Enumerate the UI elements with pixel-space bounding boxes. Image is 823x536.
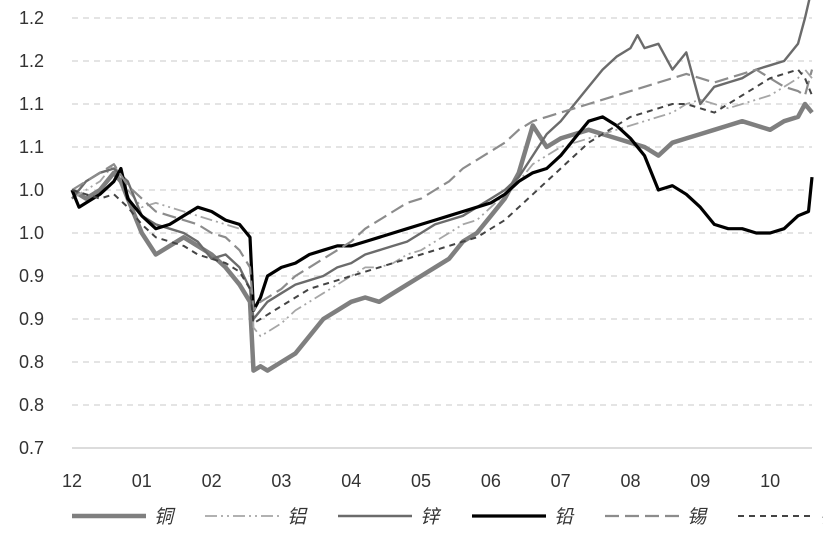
x-tick-label: 10	[760, 471, 780, 491]
y-tick-label: 1.2	[19, 8, 44, 28]
series-line-5	[71, 68, 814, 312]
legend-label-1: 铜	[154, 506, 176, 528]
y-tick-label: 0.9	[19, 266, 44, 286]
y-tick-label: 1.1	[19, 137, 44, 157]
legend-label-4: 铅	[554, 506, 575, 528]
y-tick-label: 1.0	[19, 223, 44, 243]
y-tick-label: 1.2	[19, 51, 44, 71]
x-axis-ticks: 12 01 02 03 04 05 06 07 08 09 10	[62, 471, 780, 491]
y-tick-label: 0.8	[19, 352, 44, 372]
x-tick-label: 06	[481, 471, 501, 491]
y-tick-label: 0.8	[19, 395, 44, 415]
x-tick-label: 12	[62, 471, 82, 491]
y-tick-label: 1.0	[19, 180, 44, 200]
y-tick-label: 1.1	[19, 94, 44, 114]
legend: 铜铝锌铅锡镍	[72, 506, 823, 528]
y-tick-label: 0.7	[19, 438, 44, 458]
legend-label-3: 锌	[420, 506, 442, 528]
x-tick-label: 04	[341, 471, 361, 491]
x-tick-label: 01	[132, 471, 152, 491]
series-lines	[70, 0, 814, 373]
x-tick-label: 05	[411, 471, 431, 491]
x-tick-label: 02	[202, 471, 222, 491]
x-tick-label: 08	[620, 471, 640, 491]
series-line-3	[71, 0, 811, 321]
legend-label-6: 镍	[820, 506, 823, 528]
series-line-6	[71, 68, 813, 325]
y-tick-label: 0.9	[19, 309, 44, 329]
series-line-2	[71, 68, 813, 338]
legend-label-5: 锡	[687, 506, 708, 528]
x-tick-label: 07	[551, 471, 571, 491]
legend-label-2: 铝	[287, 506, 308, 528]
series-line-4	[70, 115, 814, 312]
y-axis-ticks: 0.7 0.8 0.8 0.9 0.9 1.0 1.0 1.1 1.1 1.2 1.2	[19, 8, 44, 458]
series-line-1	[70, 101, 814, 373]
x-tick-label: 03	[271, 471, 291, 491]
x-tick-label: 09	[690, 471, 710, 491]
